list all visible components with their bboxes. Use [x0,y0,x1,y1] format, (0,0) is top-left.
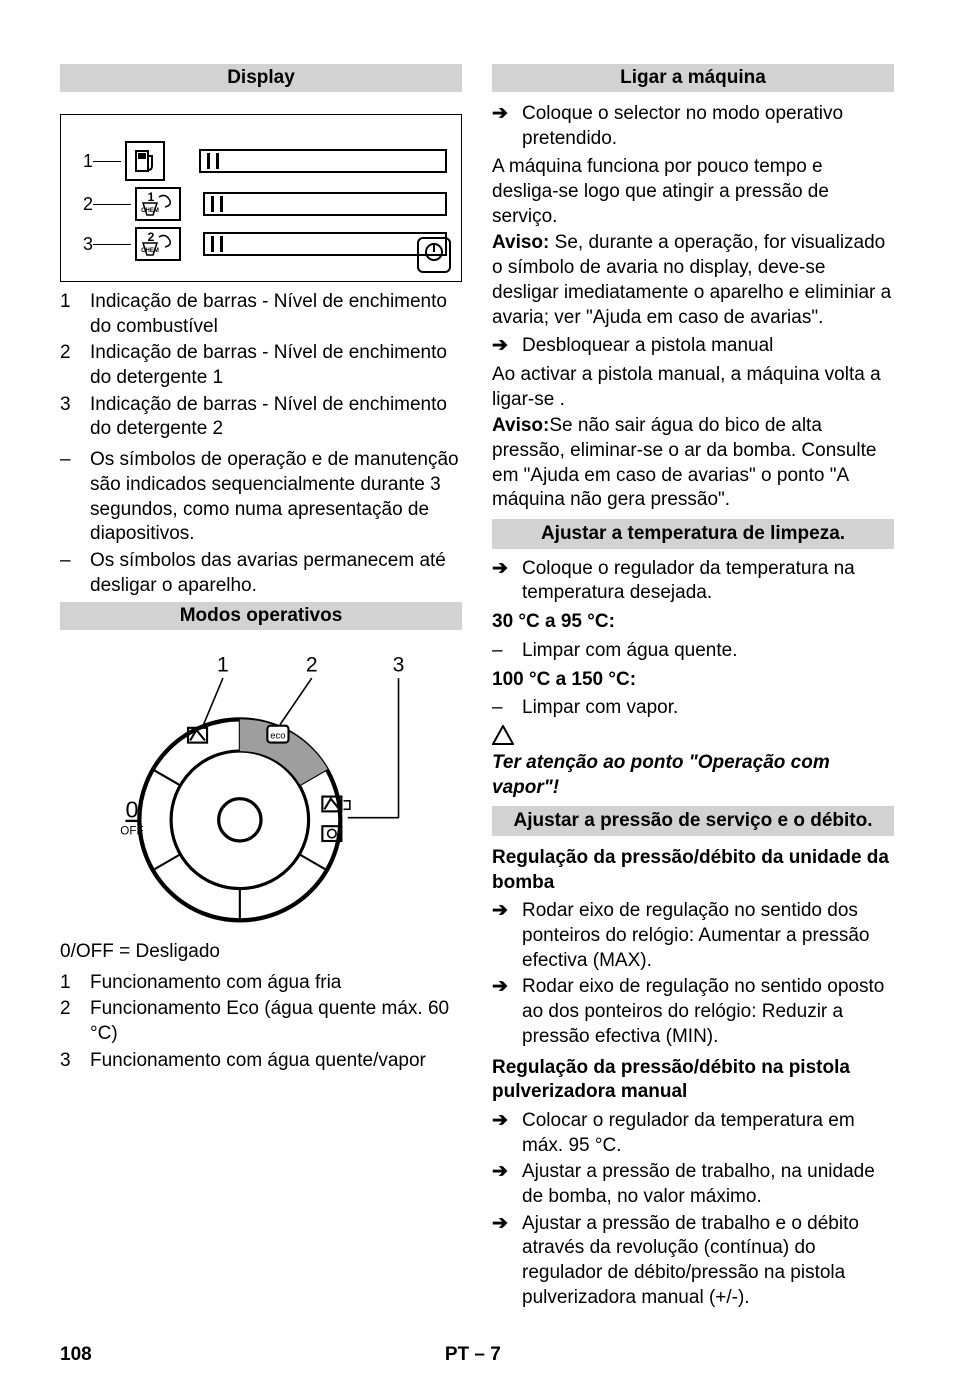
callout-line [93,161,121,162]
chem2-bar-icon [203,232,447,256]
paragraph: Ao activar a pistola manual, a máquina v… [492,363,894,412]
range2-list: –Limpar com vapor. [492,696,894,721]
svg-text:2: 2 [148,231,155,244]
power-stamp-icon [417,237,451,273]
page-number: 108 [60,1344,92,1366]
display-row-number: 2 [75,194,93,215]
modes-legend-list: 1Funcionamento com água fria 2Funcioname… [60,971,462,1074]
list-item: 3Funcionamento com água quente/vapor [60,1049,462,1074]
arrow-icon: ➔ [492,334,522,359]
arrow-icon: ➔ [492,1160,522,1209]
svg-text:CHEM: CHEM [141,208,159,214]
mode-off-label: OFF [120,825,143,838]
range-label: 30 °C a 95 °C: [492,610,894,635]
page-footer: 108 PT – 7 [60,1344,894,1366]
arrow-icon: ➔ [492,899,522,973]
svg-text:2: 2 [306,654,318,677]
list-item: –Limpar com água quente. [492,639,894,664]
fuel-pump-icon [125,141,165,181]
list-item: 2Indicação de barras - Nível de enchimen… [60,341,462,390]
aviso-paragraph: Aviso: Se, durante a operação, for visua… [492,231,894,330]
svg-text:3: 3 [393,654,405,677]
list-item: 3Indicação de barras - Nível de enchimen… [60,393,462,442]
mode-zero-label: 0 [125,797,138,823]
list-item: ➔Desbloquear a pistola manual [492,334,894,359]
arrow-icon: ➔ [492,557,522,606]
svg-text:eco: eco [270,731,285,742]
list-item: –Os símbolos de operação e de manutenção… [60,448,462,547]
pump-steps: ➔Rodar eixo de regulação no sentido dos … [492,899,894,1049]
list-item: 1Indicação de barras - Nível de enchimen… [60,290,462,339]
display-figure: 1 2 [60,114,462,282]
arrow-icon: ➔ [492,975,522,1049]
list-item: 1Funcionamento com água fria [60,971,462,996]
svg-text:1: 1 [217,654,229,677]
list-item: ➔Coloque o selector no modo operativo pr… [492,102,894,151]
list-item: ➔Ajustar a pressão de trabalho, na unida… [492,1160,894,1209]
aviso-paragraph: Aviso:Se não sair água do bico de alta p… [492,414,894,513]
svg-text:CHEM: CHEM [141,248,159,254]
chem1-bar-icon [203,192,447,216]
display-notes-list: –Os símbolos de operação e de manutenção… [60,448,462,598]
display-row-3: 3 2 CHEM [75,227,447,261]
page: Display 1 [0,0,954,1396]
display-row-1: 1 [75,141,447,181]
temperature-heading: Ajustar a temperatura de limpeza. [492,519,894,549]
list-item: 2Funcionamento Eco (água quente máx. 60 … [60,997,462,1046]
list-item: –Limpar com vapor. [492,696,894,721]
two-column-layout: Display 1 [60,60,894,1314]
pressure-heading: Ajustar a pressão de serviço e o débito. [492,806,894,836]
mode-dial-icon: eco 0 OFF 1 2 3 [60,640,462,926]
list-item: ➔Colocar o regulador da temperatura em m… [492,1109,894,1158]
display-row-number: 3 [75,234,93,255]
display-legend-list: 1Indicação de barras - Nível de enchimen… [60,290,462,442]
arrow-icon: ➔ [492,1109,522,1158]
gun-subheading: Regulação da pressão/débito na pistola p… [492,1056,894,1105]
footer-lang: PT – 7 [445,1344,501,1366]
list-item: ➔Rodar eixo de regulação no sentido opos… [492,975,894,1049]
gun-steps: ➔Colocar o regulador da temperatura em m… [492,1109,894,1311]
range-label: 100 °C a 150 °C: [492,668,894,693]
turn-on-steps: ➔Coloque o selector no modo operativo pr… [492,102,894,151]
chem-1-icon: 1 CHEM [135,187,181,221]
vapor-warning-text: Ter atenção ao ponto "Operação com vapor… [492,751,894,800]
pump-subheading: Regulação da pressão/débito da unidade d… [492,846,894,895]
temp-step: ➔Coloque o regulador da temperatura na t… [492,557,894,606]
warning-triangle-icon [492,725,894,749]
chem-2-icon: 2 CHEM [135,227,181,261]
paragraph: A máquina funciona por pouco tempo e des… [492,155,894,229]
modes-figure: eco 0 OFF 1 2 3 [60,640,462,932]
range1-list: –Limpar com água quente. [492,639,894,664]
left-column: Display 1 [60,60,462,1314]
list-item: ➔Ajustar a pressão de trabalho e o débit… [492,1212,894,1311]
list-item: ➔Coloque o regulador da temperatura na t… [492,557,894,606]
modes-heading: Modos operativos [60,602,462,630]
right-column: Ligar a máquina ➔Coloque o selector no m… [492,60,894,1314]
unlock-step: ➔Desbloquear a pistola manual [492,334,894,359]
list-item: –Os símbolos das avarias permanecem até … [60,549,462,598]
display-heading: Display [60,64,462,92]
off-equals-text: 0/OFF = Desligado [60,940,462,965]
fuel-bar-icon [199,149,447,173]
callout-line [93,244,131,245]
arrow-icon: ➔ [492,1212,522,1311]
callout-line [93,204,131,205]
display-row-2: 2 1 CHEM [75,187,447,221]
svg-text:1: 1 [148,191,155,204]
display-row-number: 1 [75,151,93,172]
turn-on-heading: Ligar a máquina [492,64,894,92]
arrow-icon: ➔ [492,102,522,151]
list-item: ➔Rodar eixo de regulação no sentido dos … [492,899,894,973]
